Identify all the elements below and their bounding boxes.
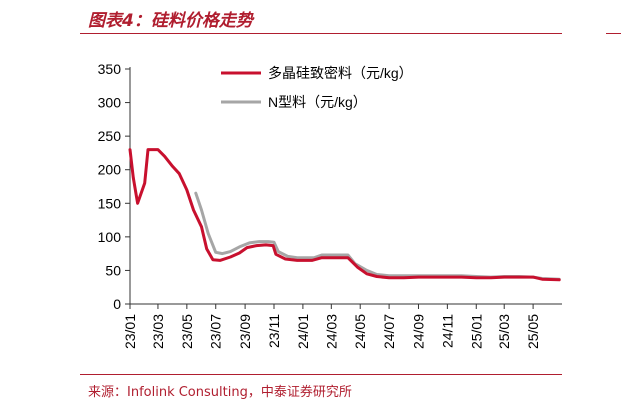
y-tick-label: 200 (98, 162, 122, 178)
x-tick-label: 24/07 (381, 314, 397, 349)
y-tick-label: 300 (98, 95, 122, 111)
title-rule-right (606, 33, 621, 34)
x-tick-label: 23/01 (122, 314, 138, 349)
y-tick-label: 50 (105, 262, 121, 278)
source-rule (80, 374, 562, 375)
x-tick-label: 23/09 (237, 314, 253, 349)
series-layer (128, 148, 561, 282)
x-tick-label: 23/03 (150, 314, 166, 349)
chart-legend: 多晶硅致密料（元/kg） N型料（元/kg） (221, 65, 413, 110)
y-tick-label: 150 (98, 195, 122, 211)
x-tick-label: 25/03 (496, 314, 512, 349)
x-tick-label: 24/09 (410, 314, 426, 349)
source-note: 来源：Infolink Consulting，中泰证券研究所 (88, 385, 352, 400)
y-tick-label: 0 (113, 296, 121, 312)
x-tick-label: 23/11 (266, 314, 282, 348)
x-tick-label: 24/11 (439, 314, 455, 348)
legend-label: 多晶硅致密料（元/kg） (268, 65, 413, 81)
series-line-n-type (194, 191, 561, 281)
x-tick-label: 25/05 (525, 314, 541, 349)
title-rule (80, 33, 562, 34)
x-tick-label: 23/05 (179, 314, 195, 349)
series-line-dense-polysilicon (128, 148, 561, 282)
x-tick-label: 24/05 (352, 314, 368, 349)
figure-title: 图表4：硅料价格走势 (88, 11, 253, 31)
x-tick-label: 23/07 (208, 314, 224, 349)
x-tick-label: 24/01 (295, 314, 311, 349)
y-tick-label: 100 (98, 229, 122, 245)
y-tick-label: 350 (98, 61, 122, 77)
legend-label: N型料（元/kg） (268, 94, 367, 110)
x-tick-label: 25/01 (468, 314, 484, 349)
x-tick-label: 24/03 (323, 314, 339, 349)
y-tick-label: 250 (98, 128, 122, 144)
chart-axes: 0 50 100 150 200 250 300 350 23/01 23/03 23/05 23/0… (98, 61, 562, 349)
